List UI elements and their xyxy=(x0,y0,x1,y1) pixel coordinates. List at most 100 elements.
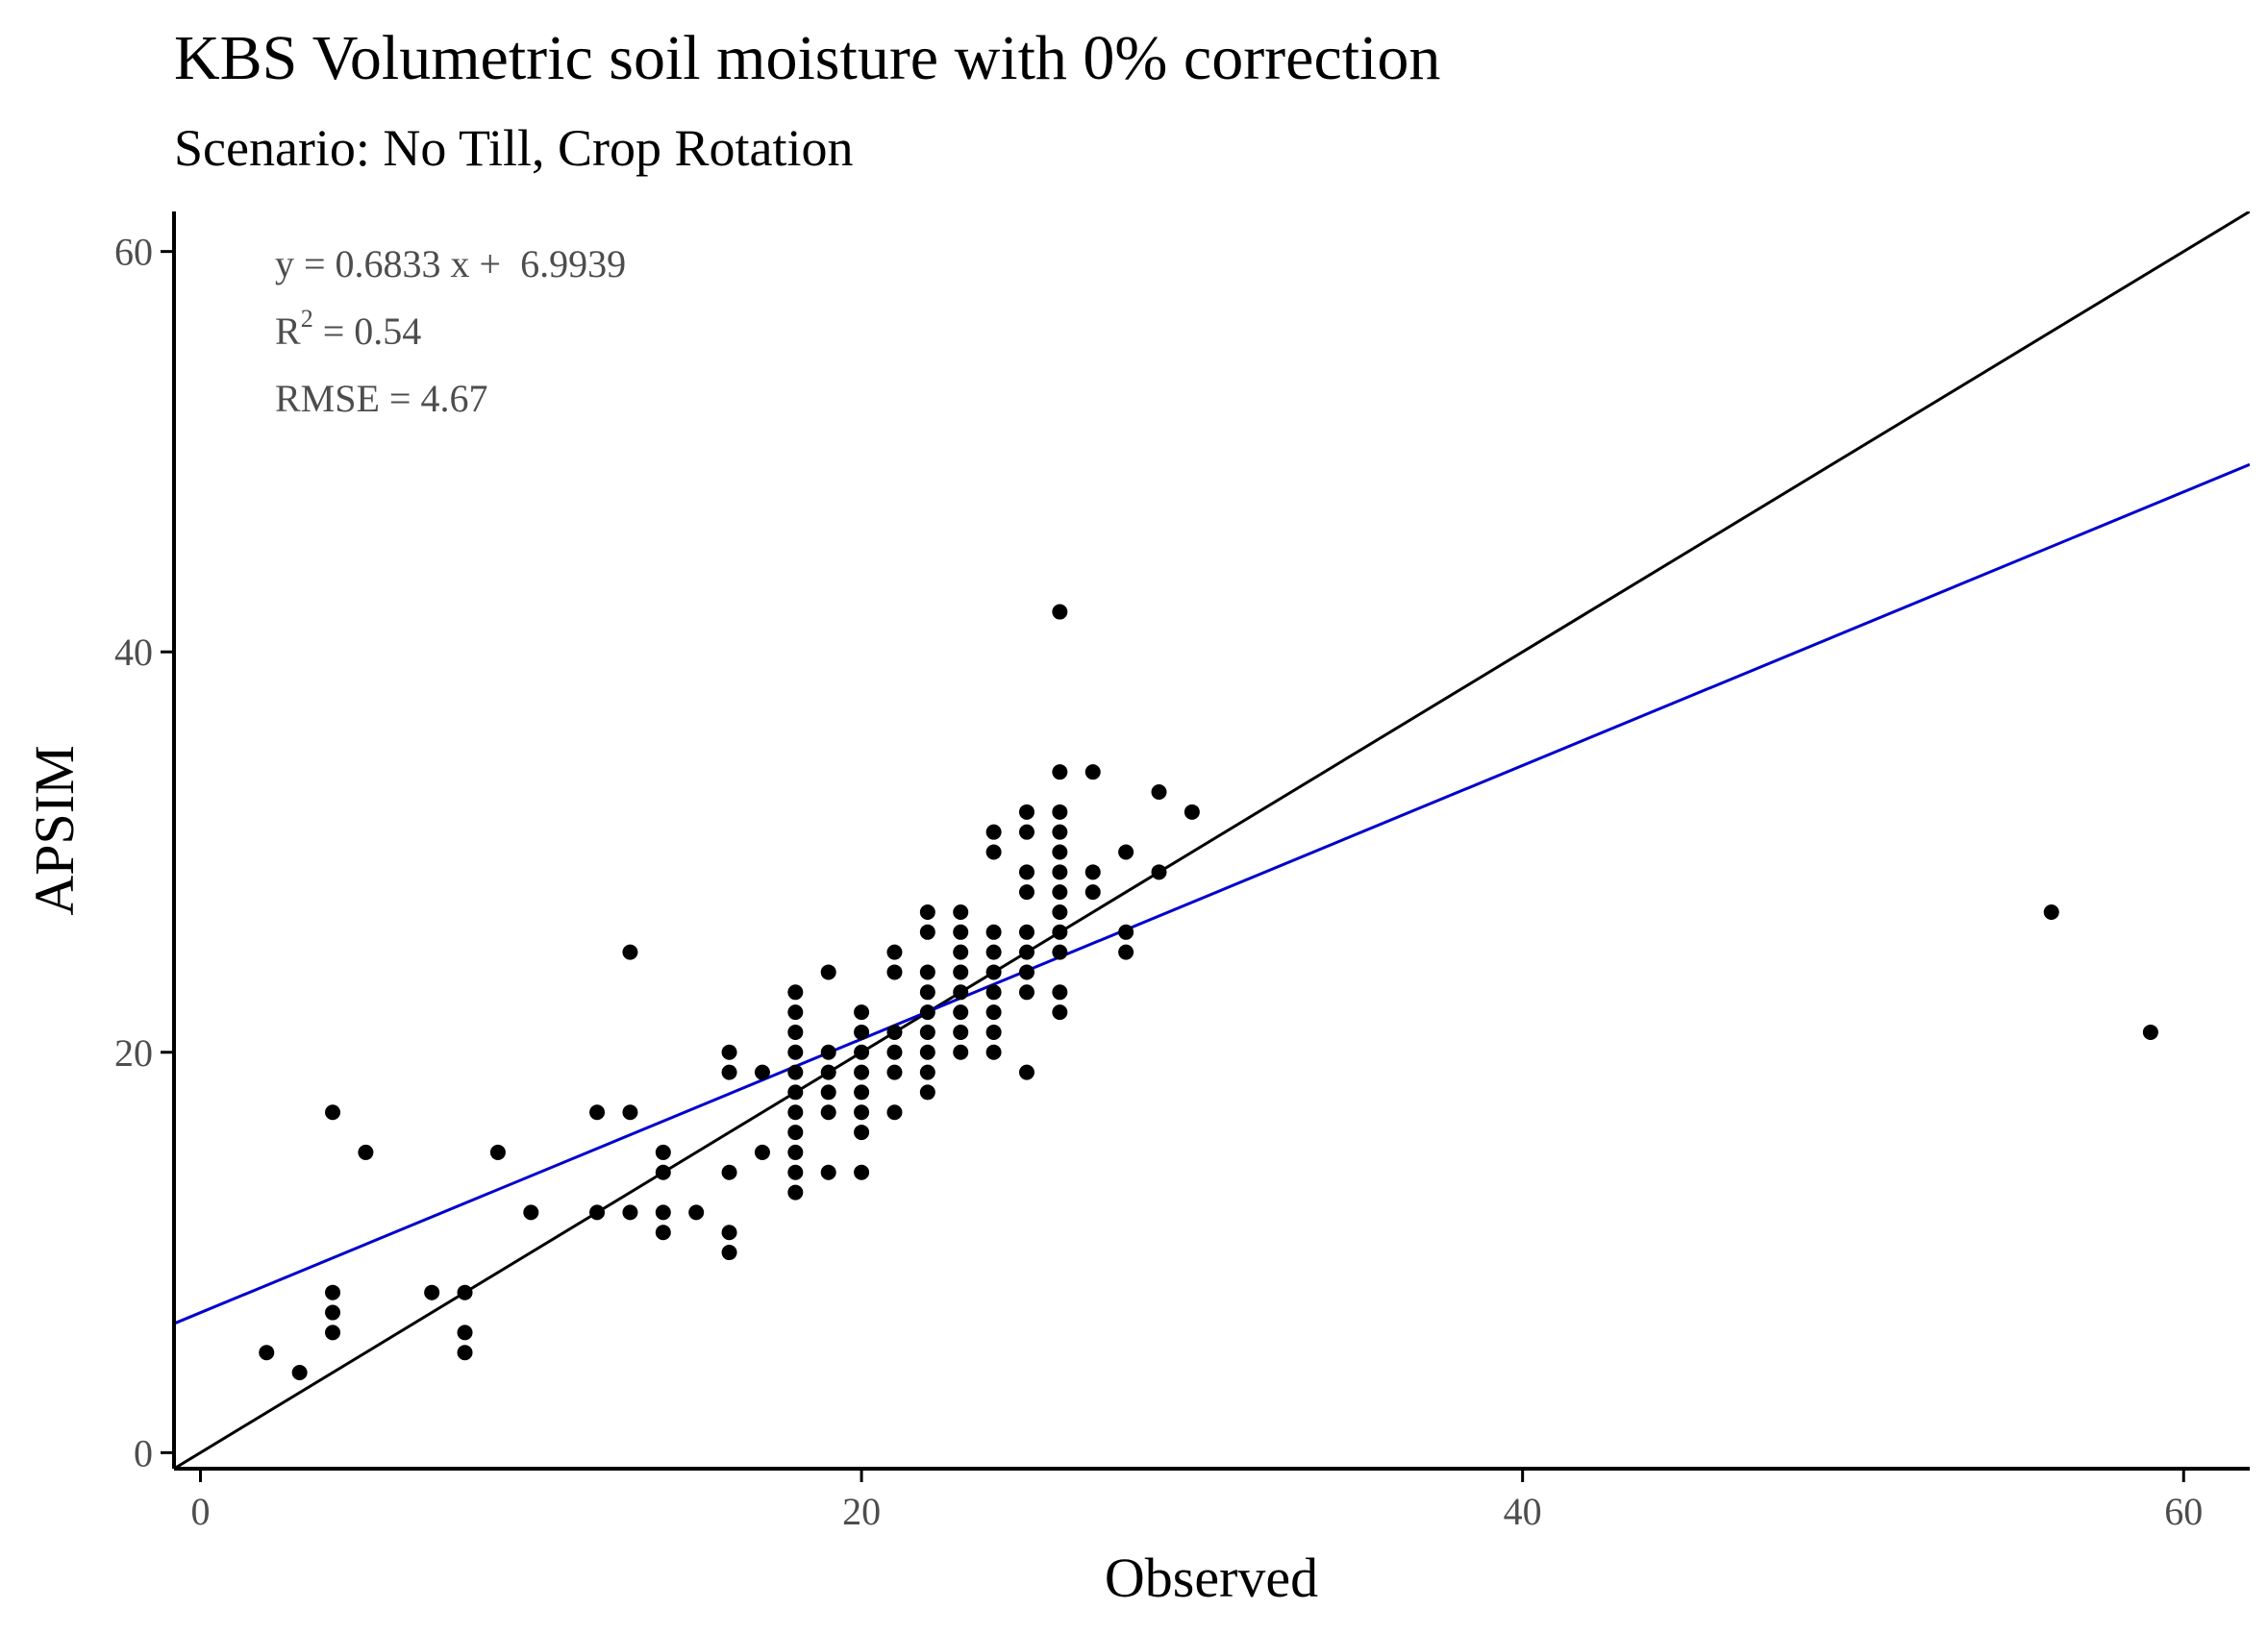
data-point xyxy=(919,904,935,920)
data-point xyxy=(589,1104,606,1121)
data-point xyxy=(985,984,1002,1001)
data-point xyxy=(787,1004,804,1021)
data-point xyxy=(1151,864,1167,880)
data-point xyxy=(2043,904,2059,920)
data-point xyxy=(325,1284,341,1300)
data-point xyxy=(985,844,1002,860)
data-point xyxy=(1052,904,1068,920)
plot-area xyxy=(174,211,2250,1469)
data-point xyxy=(721,1245,737,1261)
data-point xyxy=(1018,924,1034,940)
y-axis-ticks: 0 20 40 60 xyxy=(114,231,174,1474)
x-axis-title: Observed xyxy=(1105,1547,1318,1609)
data-point xyxy=(787,1125,804,1141)
data-point xyxy=(754,1144,770,1160)
data-point xyxy=(919,924,935,940)
r-squared-label: R2 = 0.54 xyxy=(275,305,421,353)
data-point xyxy=(787,1144,804,1160)
one-to-one-line xyxy=(174,211,2250,1469)
data-point xyxy=(886,1024,903,1040)
data-point xyxy=(655,1164,671,1180)
reference-lines xyxy=(174,211,2250,1469)
data-point xyxy=(1084,864,1101,880)
data-point xyxy=(622,1204,638,1221)
y-tick-label: 60 xyxy=(114,231,153,274)
x-tick-label: 20 xyxy=(842,1490,881,1533)
data-point xyxy=(854,1164,870,1180)
data-point xyxy=(953,1044,969,1060)
data-point xyxy=(655,1225,671,1241)
data-point xyxy=(1052,924,1068,940)
data-point xyxy=(457,1325,473,1341)
chart-title: KBS Volumetric soil moisture with 0% cor… xyxy=(174,23,1440,93)
data-point xyxy=(1052,1004,1068,1021)
data-point xyxy=(787,984,804,1001)
data-point xyxy=(1052,604,1068,620)
x-tick-label: 0 xyxy=(191,1490,211,1533)
y-tick-label: 40 xyxy=(114,631,153,674)
data-point xyxy=(721,1044,737,1060)
data-point xyxy=(1052,804,1068,820)
y-tick-label: 20 xyxy=(114,1031,153,1075)
x-tick-label: 40 xyxy=(1504,1490,1542,1533)
equation-label: y = 0.6833 x + 6.9939 xyxy=(275,242,626,285)
data-point xyxy=(854,1084,870,1101)
data-point xyxy=(291,1365,308,1381)
data-point xyxy=(325,1104,341,1121)
data-point xyxy=(325,1304,341,1321)
data-point xyxy=(886,1044,903,1060)
data-point xyxy=(1018,984,1034,1001)
data-point xyxy=(985,1024,1002,1040)
data-point xyxy=(953,944,969,960)
data-point xyxy=(489,1144,506,1160)
data-point xyxy=(457,1284,473,1300)
data-point xyxy=(1118,924,1134,940)
data-point xyxy=(424,1284,440,1300)
data-point xyxy=(953,924,969,940)
data-point xyxy=(854,1004,870,1021)
data-point xyxy=(325,1325,341,1341)
data-point xyxy=(1052,884,1068,901)
data-point xyxy=(953,904,969,920)
data-point xyxy=(985,964,1002,980)
x-axis-ticks: 0 20 40 60 xyxy=(191,1469,2203,1533)
data-point xyxy=(1184,804,1200,820)
data-point xyxy=(523,1204,539,1221)
data-point xyxy=(919,1084,935,1101)
data-point xyxy=(1018,884,1034,901)
data-point xyxy=(721,1064,737,1080)
data-point xyxy=(787,1164,804,1180)
data-point xyxy=(919,1064,935,1080)
data-point xyxy=(655,1204,671,1221)
data-point xyxy=(886,1104,903,1121)
data-point xyxy=(886,1064,903,1080)
rmse-label: RMSE = 4.67 xyxy=(275,377,487,420)
data-point xyxy=(820,1084,836,1101)
data-point xyxy=(787,1064,804,1080)
data-point xyxy=(589,1204,606,1221)
data-point xyxy=(985,1044,1002,1060)
data-point xyxy=(919,1024,935,1040)
data-point xyxy=(854,1064,870,1080)
data-point xyxy=(688,1204,705,1221)
data-point xyxy=(820,964,836,980)
data-point xyxy=(953,1004,969,1021)
data-point xyxy=(259,1345,275,1361)
data-point xyxy=(1084,884,1101,901)
data-point xyxy=(1018,944,1034,960)
regression-annotation: y = 0.6833 x + 6.9939 R2 = 0.54 RMSE = 4… xyxy=(275,242,626,420)
y-tick-label: 0 xyxy=(134,1431,153,1474)
regression-line xyxy=(174,462,2250,1325)
data-point xyxy=(854,1104,870,1121)
data-point xyxy=(622,1104,638,1121)
data-point xyxy=(919,964,935,980)
data-point xyxy=(1151,784,1167,801)
data-points xyxy=(259,604,2158,1381)
data-point xyxy=(721,1225,737,1241)
data-point xyxy=(919,1044,935,1060)
data-point xyxy=(919,984,935,1001)
data-point xyxy=(854,1024,870,1040)
data-point xyxy=(985,824,1002,840)
data-point xyxy=(1018,804,1034,820)
